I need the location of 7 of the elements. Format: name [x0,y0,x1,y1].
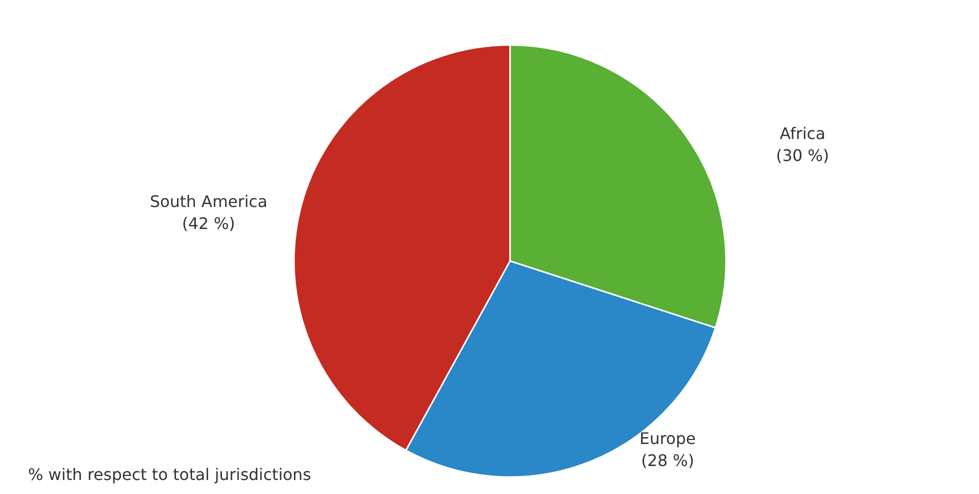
slice-label: Europe [640,428,696,448]
slice-label: South America [150,192,268,212]
data-label: (28 %) [641,450,694,470]
data-label: (42 %) [182,214,236,234]
text: % with respect to total jurisdictions [28,465,312,484]
slice-label: Africa [780,124,826,143]
data-label: (30 %) [776,146,830,165]
